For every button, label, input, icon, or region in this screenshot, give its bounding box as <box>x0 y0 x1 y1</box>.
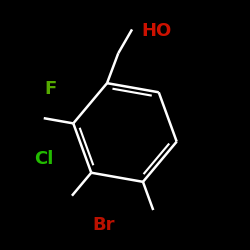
Text: Br: Br <box>92 216 115 234</box>
Text: Cl: Cl <box>34 150 54 168</box>
Text: HO: HO <box>141 22 172 40</box>
Text: F: F <box>44 80 56 98</box>
